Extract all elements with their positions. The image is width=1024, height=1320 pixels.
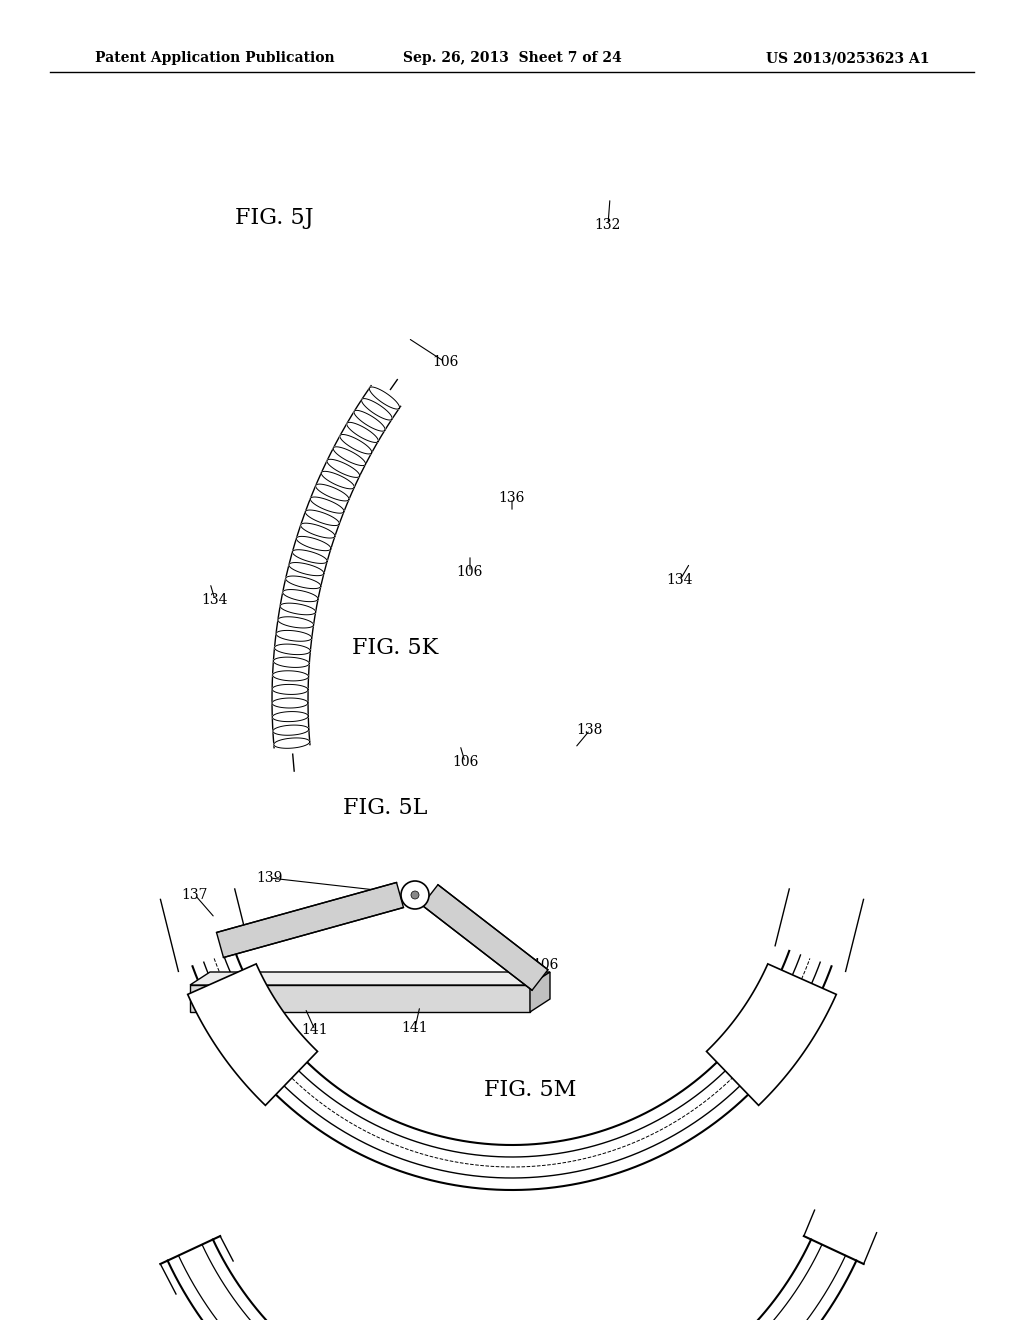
Text: FIG. 5J: FIG. 5J: [234, 207, 313, 228]
Polygon shape: [187, 964, 317, 1105]
Polygon shape: [190, 972, 550, 985]
Circle shape: [411, 891, 419, 899]
Polygon shape: [322, 471, 354, 488]
Text: 137: 137: [181, 888, 208, 902]
Circle shape: [401, 880, 429, 909]
Polygon shape: [370, 387, 399, 409]
Polygon shape: [301, 523, 335, 539]
Polygon shape: [286, 576, 321, 589]
Polygon shape: [305, 510, 339, 525]
Polygon shape: [273, 725, 309, 735]
Polygon shape: [530, 972, 550, 1012]
Polygon shape: [273, 657, 309, 668]
Text: FIG. 5M: FIG. 5M: [483, 1078, 577, 1101]
Text: FIG. 5K: FIG. 5K: [352, 638, 438, 659]
Polygon shape: [272, 671, 308, 681]
Polygon shape: [422, 884, 548, 990]
Text: Patent Application Publication: Patent Application Publication: [95, 51, 335, 65]
Text: 139: 139: [257, 871, 284, 884]
Text: 106: 106: [432, 355, 458, 370]
Polygon shape: [272, 698, 308, 708]
Polygon shape: [333, 446, 366, 466]
Text: 134: 134: [202, 593, 228, 607]
Polygon shape: [315, 484, 349, 500]
Polygon shape: [340, 434, 372, 454]
Text: 141: 141: [401, 1020, 428, 1035]
Polygon shape: [273, 738, 309, 748]
Text: 106: 106: [531, 958, 558, 972]
Polygon shape: [707, 964, 837, 1105]
Polygon shape: [289, 562, 324, 576]
Polygon shape: [354, 411, 385, 432]
Polygon shape: [310, 498, 344, 513]
Polygon shape: [190, 985, 530, 1012]
Polygon shape: [272, 711, 308, 722]
Polygon shape: [283, 590, 318, 602]
Text: 106: 106: [452, 755, 478, 770]
Polygon shape: [278, 616, 313, 628]
Polygon shape: [361, 399, 392, 420]
Text: 106: 106: [457, 565, 483, 579]
Text: 132: 132: [595, 218, 622, 232]
Polygon shape: [216, 883, 403, 957]
Polygon shape: [347, 422, 378, 442]
Text: 136: 136: [499, 491, 525, 506]
Text: Sep. 26, 2013  Sheet 7 of 24: Sep. 26, 2013 Sheet 7 of 24: [402, 51, 622, 65]
Polygon shape: [327, 459, 359, 478]
Polygon shape: [281, 603, 315, 615]
Polygon shape: [274, 644, 310, 655]
Text: FIG. 5L: FIG. 5L: [343, 797, 427, 818]
Polygon shape: [296, 536, 331, 550]
Polygon shape: [293, 549, 327, 564]
Polygon shape: [276, 631, 311, 642]
Text: US 2013/0253623 A1: US 2013/0253623 A1: [767, 51, 930, 65]
Text: 138: 138: [577, 723, 603, 737]
Polygon shape: [272, 684, 308, 694]
Text: 141: 141: [302, 1023, 329, 1038]
Text: 134: 134: [667, 573, 693, 587]
